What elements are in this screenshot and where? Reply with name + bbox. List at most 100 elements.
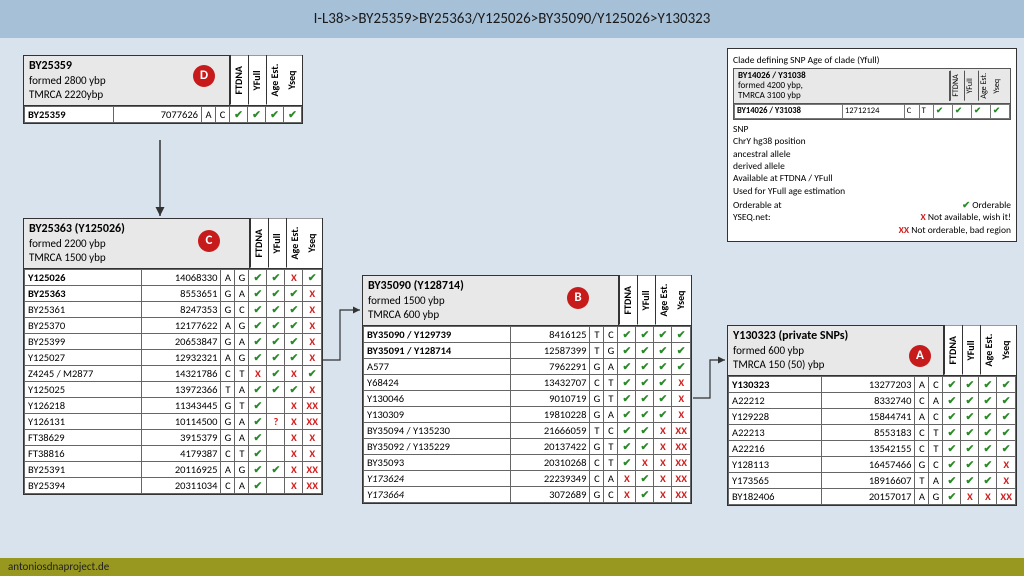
mark-cell: ✔ (266, 106, 284, 122)
snp-table: Y12502614068330AG✔✔X✔BY253638553651GA✔✔✔… (24, 269, 322, 494)
mark-cell: ✔ (672, 342, 691, 358)
mark-cell: ✔ (997, 392, 1016, 408)
mark-cell (267, 477, 285, 493)
snp-name: Y125027 (25, 349, 142, 365)
col-header: FTDNA (944, 326, 962, 375)
mark-cell: X (961, 488, 979, 504)
ancestral-allele: G (590, 438, 604, 454)
derived-allele: A (929, 472, 943, 488)
snp-name: BY182406 (729, 488, 822, 504)
mark-cell: ✔ (303, 269, 322, 285)
mark-cell: ✔ (979, 392, 997, 408)
mark-cell: ✔ (961, 376, 979, 392)
ancestral-allele: C (590, 470, 604, 486)
ancestral-allele: C (221, 365, 235, 381)
mark-cell (267, 445, 285, 461)
ancestral-allele: A (221, 349, 235, 365)
mark-cell: XX (303, 461, 322, 477)
mark-cell: ? (267, 413, 285, 429)
mark-cell: X (285, 413, 303, 429)
ancestral-allele: A (202, 106, 216, 122)
mark-cell: ✔ (943, 392, 961, 408)
mark-cell: X (654, 454, 672, 470)
derived-allele: G (235, 461, 249, 477)
col-header: Age Est. (286, 219, 304, 268)
clade-badge-A: A (909, 345, 931, 367)
mark-cell: ✔ (249, 429, 267, 445)
mark-cell: ✔ (618, 374, 636, 390)
mark-cell: ✔ (285, 285, 303, 301)
derived-allele: G (235, 317, 249, 333)
mark-cell: ✔ (997, 376, 1016, 392)
mark-cell: ✔ (618, 454, 636, 470)
snp-position: 18916607 (822, 472, 915, 488)
mark-cell: X (672, 374, 691, 390)
snp-position: 4179387 (141, 445, 221, 461)
mark-cell: ✔ (961, 456, 979, 472)
mark-cell: ✔ (672, 326, 691, 342)
snp-position: 15844741 (822, 408, 915, 424)
clade-badge-D: D (193, 65, 215, 87)
ancestral-allele: A (221, 317, 235, 333)
mark-cell: ✔ (267, 285, 285, 301)
mark-cell: ✔ (249, 317, 267, 333)
mark-cell: X (654, 486, 672, 502)
snp-name: BY25370 (25, 317, 142, 333)
snp-position: 21666059 (510, 422, 590, 438)
snp-name: BY35093 (364, 454, 511, 470)
mark-cell: X (672, 390, 691, 406)
mark-cell: X (285, 269, 303, 285)
mark-cell: ✔ (249, 349, 267, 365)
mark-cell: ✔ (249, 381, 267, 397)
snp-name: Z4245 / M2877 (25, 365, 142, 381)
mark-cell: X (672, 406, 691, 422)
ancestral-allele: G (590, 406, 604, 422)
derived-allele: C (929, 376, 943, 392)
ancestral-allele: C (221, 445, 235, 461)
snp-position: 12177622 (141, 317, 221, 333)
clade-badge-C: C (198, 230, 220, 252)
ancestral-allele: T (590, 342, 604, 358)
mark-cell: XX (303, 397, 322, 413)
derived-allele: T (604, 390, 618, 406)
legend-labels: SNPChrY hg38 positionancestral alleleder… (733, 123, 1011, 197)
derived-allele: T (604, 374, 618, 390)
col-header: YFull (248, 56, 266, 105)
ancestral-allele: A (221, 269, 235, 285)
mark-cell: ✔ (248, 106, 266, 122)
snp-position: 8553183 (822, 424, 915, 440)
ancestral-allele: G (221, 285, 235, 301)
snp-position: 8416125 (510, 326, 590, 342)
mark-cell: XX (303, 413, 322, 429)
mark-cell: ✔ (618, 406, 636, 422)
mark-cell: ✔ (284, 106, 302, 122)
derived-allele: A (604, 358, 618, 374)
mark-cell: ✔ (654, 374, 672, 390)
mark-cell: ✔ (636, 438, 654, 454)
snp-name: A22213 (729, 424, 822, 440)
derived-allele: A (235, 285, 249, 301)
mark-cell: ✔ (979, 424, 997, 440)
mark-cell: ✔ (249, 461, 267, 477)
mark-cell: ✔ (961, 408, 979, 424)
mark-cell: X (636, 454, 654, 470)
mark-cell: ✔ (654, 390, 672, 406)
derived-allele: C (216, 106, 230, 122)
col-header: Yseq (284, 56, 302, 105)
snp-name: BY35092 / Y135229 (364, 438, 511, 454)
mark-cell: ✔ (285, 381, 303, 397)
derived-allele: T (929, 440, 943, 456)
ancestral-allele: C (590, 454, 604, 470)
snp-name: Y125026 (25, 269, 142, 285)
derived-allele: G (235, 349, 249, 365)
derived-allele: C (604, 486, 618, 502)
mark-cell: ✔ (979, 456, 997, 472)
mark-cell: ✔ (267, 381, 285, 397)
snp-name: BY25363 (25, 285, 142, 301)
mark-cell: ✔ (285, 333, 303, 349)
mark-cell: X (303, 317, 322, 333)
derived-allele: T (929, 424, 943, 440)
snp-position: 8553651 (141, 285, 221, 301)
col-header: Age Est. (266, 56, 284, 105)
mark-cell: ✔ (654, 358, 672, 374)
